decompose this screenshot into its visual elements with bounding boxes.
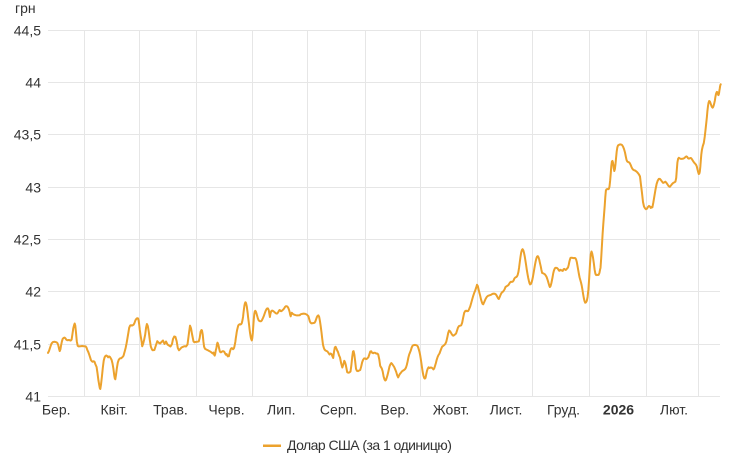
svg-text:Черв.: Черв. bbox=[208, 402, 244, 418]
svg-text:Трав.: Трав. bbox=[153, 402, 188, 418]
svg-text:Долар США (за 1 одиницю): Долар США (за 1 одиницю) bbox=[287, 437, 451, 453]
svg-text:Груд.: Груд. bbox=[547, 402, 580, 418]
svg-text:2026: 2026 bbox=[603, 402, 634, 418]
svg-text:Вер.: Вер. bbox=[380, 402, 409, 418]
svg-text:43,5: 43,5 bbox=[14, 127, 41, 143]
svg-text:43: 43 bbox=[25, 180, 41, 196]
svg-text:Серп.: Серп. bbox=[320, 402, 357, 418]
svg-text:Лип.: Лип. bbox=[267, 402, 295, 418]
svg-text:41: 41 bbox=[25, 389, 41, 405]
svg-text:42: 42 bbox=[25, 284, 41, 300]
svg-text:Квіт.: Квіт. bbox=[100, 402, 127, 418]
svg-text:44,5: 44,5 bbox=[14, 23, 41, 39]
svg-text:Бер.: Бер. bbox=[42, 402, 71, 418]
svg-text:Лют.: Лют. bbox=[660, 402, 688, 418]
svg-text:Лист.: Лист. bbox=[490, 402, 523, 418]
svg-text:грн: грн bbox=[15, 0, 36, 16]
svg-text:44: 44 bbox=[25, 75, 41, 91]
svg-text:Жовт.: Жовт. bbox=[433, 402, 469, 418]
svg-text:41,5: 41,5 bbox=[14, 337, 41, 353]
svg-text:42,5: 42,5 bbox=[14, 232, 41, 248]
